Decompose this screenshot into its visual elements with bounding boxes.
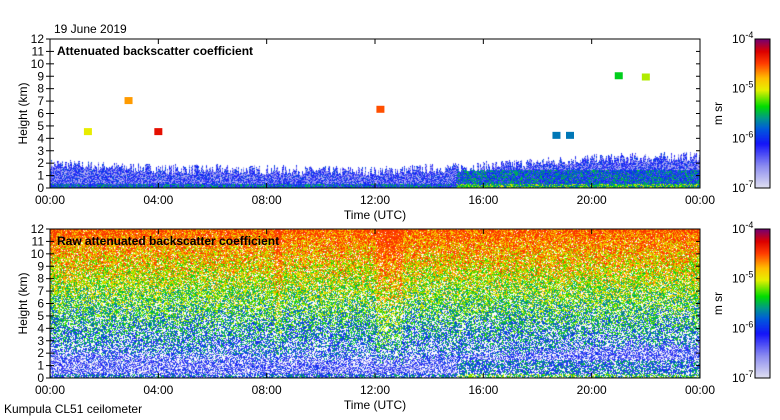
x-tick-label: 04:00 [143, 383, 173, 397]
cloud-feature-7 [641, 73, 650, 81]
y-tick-label: 8 [37, 82, 44, 96]
cloud-feature-2 [154, 128, 163, 136]
colorbar-bottom [755, 229, 770, 378]
backscatter-field-top [50, 39, 700, 188]
colorbar-tick-label: 10-6 [732, 129, 753, 145]
colorbar-tick-label: 10-5 [732, 270, 753, 286]
date-label: 19 June 2019 [54, 22, 127, 36]
x-axis-label: Time (UTC) [344, 208, 406, 222]
colorbar-frame [754, 38, 771, 189]
y-tick-label: 0 [37, 181, 44, 195]
backscatter-field-bottom [50, 229, 700, 378]
y-tick-label: 10 [31, 57, 45, 71]
y-tick-label: 1 [37, 169, 44, 183]
x-tick-label: 16:00 [468, 383, 498, 397]
colorbar-tick-label: 10-5 [732, 80, 753, 96]
y-tick-label: 9 [37, 259, 44, 273]
colorbar-tick-label: 10-4 [732, 30, 753, 46]
y-tick-label: 3 [37, 144, 44, 158]
x-tick-label: 00:00 [35, 383, 65, 397]
y-tick-label: 1 [37, 359, 44, 373]
y-tick-label: 5 [37, 309, 44, 323]
y-tick-label: 7 [37, 94, 44, 108]
x-axis-label: Time (UTC) [344, 398, 406, 412]
x-tick-label: 08:00 [252, 383, 282, 397]
colorbar-top [755, 39, 770, 188]
cloud-feature-6 [614, 72, 623, 80]
colorbar-frame [754, 228, 771, 379]
colorbar-tick-label: 10-6 [732, 319, 753, 335]
cloud-feature-5 [566, 131, 574, 139]
y-tick-label: 8 [37, 272, 44, 286]
plot-frame [49, 38, 701, 189]
colorbar-tick-label: 10-7 [732, 369, 753, 385]
y-axis-label: Height (km) [16, 82, 30, 144]
y-tick-label: 3 [37, 334, 44, 348]
cloud-feature-1 [124, 97, 133, 105]
plot-title: Raw attenuated backscatter coefficient [57, 234, 279, 248]
y-tick-label: 10 [31, 247, 45, 261]
y-tick-label: 12 [31, 222, 45, 236]
cloud-feature-4 [552, 131, 561, 139]
cloud-feature-3 [376, 105, 385, 113]
y-tick-label: 5 [37, 119, 44, 133]
y-tick-label: 12 [31, 32, 45, 46]
cloud-feature-0 [83, 128, 92, 136]
x-tick-label: 12:00 [360, 383, 390, 397]
x-tick-label: 04:00 [143, 193, 173, 207]
y-tick-label: 9 [37, 69, 44, 83]
x-tick-label: 20:00 [577, 383, 607, 397]
x-tick-label: 20:00 [577, 193, 607, 207]
y-tick-label: 11 [32, 234, 45, 248]
y-tick-label: 6 [37, 297, 44, 311]
x-tick-label: 00:00 [685, 193, 715, 207]
x-tick-label: 00:00 [35, 193, 65, 207]
y-tick-label: 4 [37, 321, 44, 335]
colorbar-tick-label: 10-4 [732, 220, 753, 236]
y-tick-label: 2 [37, 346, 44, 360]
plot-frame [49, 228, 701, 379]
x-tick-label: 00:00 [685, 383, 715, 397]
y-tick-label: 0 [37, 371, 44, 385]
y-tick-label: 4 [37, 131, 44, 145]
x-tick-label: 16:00 [468, 193, 498, 207]
instrument-label: Kumpula CL51 ceilometer [4, 402, 142, 416]
y-tick-label: 6 [37, 107, 44, 121]
colorbar-label: m sr [711, 102, 725, 125]
x-tick-label: 08:00 [252, 193, 282, 207]
y-tick-label: 11 [32, 44, 45, 58]
plot-title: Attenuated backscatter coefficient [57, 44, 253, 58]
colorbar-label: m sr [711, 292, 725, 315]
y-tick-label: 2 [37, 156, 44, 170]
x-tick-label: 12:00 [360, 193, 390, 207]
colorbar-tick-label: 10-7 [732, 179, 753, 195]
y-axis-label: Height (km) [16, 272, 30, 334]
y-tick-label: 7 [37, 284, 44, 298]
